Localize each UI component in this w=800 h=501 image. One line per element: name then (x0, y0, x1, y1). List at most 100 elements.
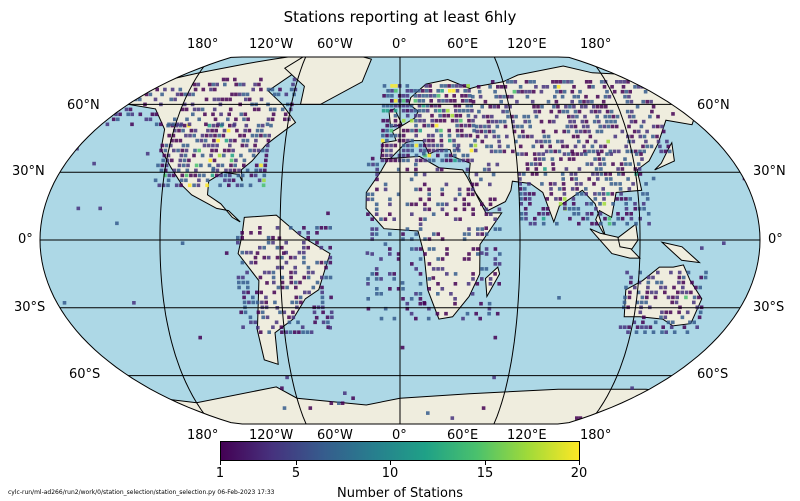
colorbar-tick-5: 5 (291, 466, 301, 481)
station-cell (466, 282, 471, 286)
station-cell (414, 187, 418, 192)
station-cell (438, 118, 443, 123)
station-cell (648, 114, 652, 119)
station-cell (644, 300, 648, 305)
station-cell (393, 158, 397, 163)
station-cell (410, 128, 414, 133)
station-cell (506, 144, 510, 149)
station-cell (132, 301, 136, 305)
lon-label-top-120e: 120°E (507, 37, 547, 52)
station-cell (214, 148, 218, 153)
station-cell (153, 178, 158, 183)
station-cell (528, 202, 532, 206)
station-cell (463, 123, 468, 128)
station-cell (187, 183, 192, 188)
station-cell (401, 143, 406, 148)
station-cell (606, 192, 610, 196)
station-cell (488, 282, 493, 286)
station-cell (547, 139, 552, 144)
station-cell (173, 97, 177, 102)
station-cell (242, 300, 247, 305)
station-cell (576, 207, 581, 211)
station-cell (609, 152, 613, 156)
station-cell (409, 297, 414, 301)
station-cell (255, 300, 260, 305)
station-cell (575, 416, 579, 420)
lat-label-right-30s: 30°S (753, 300, 785, 315)
station-cell (557, 296, 561, 300)
station-cell (546, 212, 550, 216)
station-cell (453, 153, 457, 158)
colorbar-gradient (220, 441, 580, 461)
station-cell (272, 280, 276, 285)
station-cell (546, 99, 551, 104)
station-cell (258, 231, 262, 235)
station-cell (422, 172, 427, 177)
station-cell (629, 99, 634, 104)
station-cell (209, 153, 213, 158)
station-cell (493, 197, 497, 202)
station-cell (629, 212, 633, 216)
station-cell (488, 104, 492, 109)
station-cell (474, 311, 478, 316)
station-cell (255, 128, 260, 133)
station-cell (417, 99, 422, 103)
station-cell (584, 104, 588, 109)
station-cell (263, 168, 267, 173)
station-cell (562, 197, 567, 201)
station-cell (418, 272, 423, 276)
colorbar-tick-mark (390, 461, 391, 465)
station-cell (220, 163, 225, 168)
station-cell (541, 212, 546, 216)
station-cell (292, 330, 297, 334)
station-cell (179, 153, 184, 158)
station-cell (380, 138, 385, 143)
station-cell (436, 232, 440, 236)
station-cell (471, 99, 476, 104)
station-cell (488, 277, 493, 281)
station-cell (160, 92, 164, 97)
station-cell (553, 85, 557, 89)
station-cell (512, 129, 517, 134)
station-cell (505, 80, 510, 84)
station-cell (444, 148, 448, 153)
station-cell (370, 227, 374, 231)
station-cell (320, 275, 324, 280)
station-cell (551, 167, 556, 171)
lat-label-left-60n: 60°N (67, 98, 100, 113)
station-cell (522, 114, 526, 119)
station-cell (671, 320, 675, 325)
station-cell (480, 232, 484, 236)
station-cell (418, 297, 423, 301)
station-cell (278, 87, 282, 92)
station-cell (423, 143, 427, 148)
lon-label-top-60e: 60°E (447, 37, 479, 52)
station-cell (246, 117, 250, 122)
station-cell (405, 94, 410, 98)
station-cell (592, 182, 596, 186)
station-cell (539, 119, 544, 124)
station-cell (473, 114, 478, 119)
station-cell (568, 104, 572, 109)
station-cell (468, 133, 473, 138)
station-cell (219, 112, 223, 117)
station-cell (320, 295, 325, 300)
station-cell (389, 108, 394, 113)
station-cell (180, 173, 185, 178)
station-cell (294, 295, 299, 300)
station-cell (442, 118, 447, 123)
station-cell (414, 158, 419, 163)
station-cell (593, 192, 597, 196)
station-cell (467, 257, 471, 261)
station-cell (461, 158, 466, 163)
station-cell (510, 114, 514, 119)
station-cell (465, 153, 470, 158)
station-cell (537, 157, 542, 161)
station-cell (414, 292, 418, 296)
station-cell (280, 330, 284, 334)
station-cell (558, 80, 563, 84)
station-cell (512, 89, 517, 94)
station-cell (425, 108, 430, 113)
station-cell (418, 197, 423, 202)
station-cell (597, 192, 602, 196)
